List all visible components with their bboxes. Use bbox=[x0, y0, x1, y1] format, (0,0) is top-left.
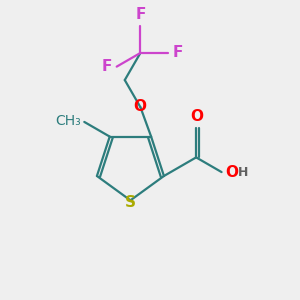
Text: O: O bbox=[226, 165, 238, 180]
Text: F: F bbox=[173, 45, 183, 60]
Text: O: O bbox=[190, 109, 204, 124]
Text: F: F bbox=[101, 59, 112, 74]
Text: F: F bbox=[135, 7, 146, 22]
Text: CH₃: CH₃ bbox=[56, 114, 81, 128]
Text: S: S bbox=[125, 195, 136, 210]
Text: H: H bbox=[238, 166, 249, 178]
Text: O: O bbox=[133, 99, 146, 114]
